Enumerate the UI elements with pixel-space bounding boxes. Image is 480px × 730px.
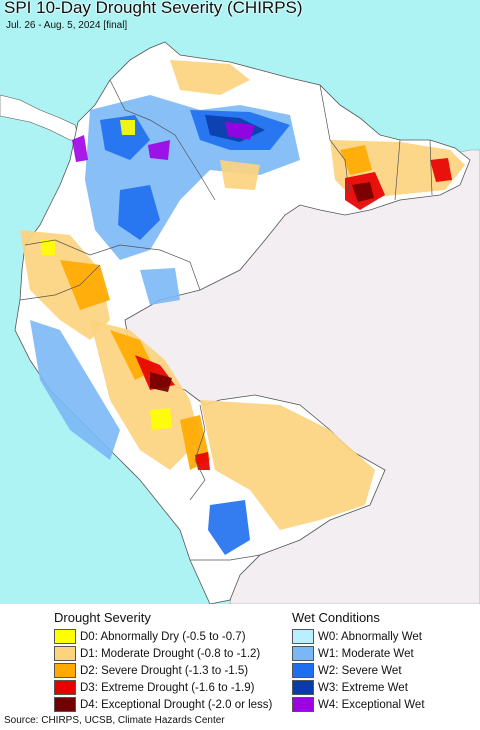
border-guyana-suriname xyxy=(394,139,401,201)
legend-swatch xyxy=(54,646,76,661)
legend-swatch xyxy=(292,663,314,678)
border-colombia-peru xyxy=(119,244,201,291)
drought-area-d1 xyxy=(220,160,260,190)
drought-area-d2 xyxy=(340,145,372,175)
legend-swatch xyxy=(54,663,76,678)
legend-label: D3: Extreme Drought (-1.6 to -1.9) xyxy=(80,681,255,694)
wet-area-w2 xyxy=(208,500,250,555)
drought-map: SPI 10-Day Drought Severity (CHIRPS) Jul… xyxy=(0,0,480,604)
legend-swatch xyxy=(292,680,314,695)
legend-swatch xyxy=(292,629,314,644)
border-venezuela-guyana xyxy=(319,84,351,201)
drought-legend-heading: Drought Severity xyxy=(54,610,151,625)
drought-areas xyxy=(20,60,465,530)
legend-label: W1: Moderate Wet xyxy=(318,647,414,660)
legend-swatch xyxy=(292,697,314,712)
legend-label: W4: Exceptional Wet xyxy=(318,698,425,711)
legend-swatch xyxy=(54,697,76,712)
map-title: SPI 10-Day Drought Severity (CHIRPS) xyxy=(4,0,303,17)
drought-area-d3 xyxy=(195,452,210,470)
legend-item-d2: D2: Severe Drought (-1.3 to -1.5) xyxy=(54,662,248,679)
drought-area-d0 xyxy=(40,240,55,255)
wet-area-w4 xyxy=(148,140,170,160)
legend-item-w1: W1: Moderate Wet xyxy=(292,645,414,662)
wet-areas xyxy=(30,95,300,555)
legend-item-w4: W4: Exceptional Wet xyxy=(292,696,425,713)
border-ecuador-peru xyxy=(19,264,101,301)
legend-swatch xyxy=(292,646,314,661)
legend-item-w3: W3: Extreme Wet xyxy=(292,679,408,696)
legend-label: W3: Extreme Wet xyxy=(318,681,408,694)
legend-label: D0: Abnormally Dry (-0.5 to -0.7) xyxy=(80,630,246,643)
legend-swatch xyxy=(54,680,76,695)
legend: Drought Severity Wet Conditions D0: Abno… xyxy=(0,604,480,716)
legend-label: D1: Moderate Drought (-0.8 to -1.2) xyxy=(80,647,261,660)
legend-item-w0: W0: Abnormally Wet xyxy=(292,628,422,645)
drought-area-d1 xyxy=(170,60,250,95)
legend-item-d3: D3: Extreme Drought (-1.6 to -1.9) xyxy=(54,679,254,696)
drought-area-d4 xyxy=(352,182,374,202)
border-colombia-ecuador xyxy=(24,239,121,256)
drought-area-d0 xyxy=(120,120,135,135)
map-subtitle: Jul. 26 - Aug. 5, 2024 [final] xyxy=(6,20,128,31)
drought-area-d1 xyxy=(200,400,375,530)
legend-swatch xyxy=(54,629,76,644)
wet-area-w2 xyxy=(100,115,150,160)
legend-item-w2: W2: Severe Wet xyxy=(292,662,402,679)
legend-item-d0: D0: Abnormally Dry (-0.5 to -0.7) xyxy=(54,628,246,645)
legend-label: D2: Severe Drought (-1.3 to -1.5) xyxy=(80,664,249,677)
wet-area-w4 xyxy=(225,122,255,140)
drought-area-d0 xyxy=(150,408,172,430)
legend-label: D4: Exceptional Drought (-2.0 or less) xyxy=(80,698,273,711)
wet-area-w1 xyxy=(140,268,180,305)
border-colombia-venezuela xyxy=(109,79,216,201)
border-peru-bolivia xyxy=(189,404,206,501)
wet-area-w1 xyxy=(30,320,120,460)
source-credit: Source: CHIRPS, UCSB, Climate Hazards Ce… xyxy=(4,715,225,726)
wet-legend-heading: Wet Conditions xyxy=(292,610,380,625)
border-bolivia-south xyxy=(190,554,261,561)
legend-label: W0: Abnormally Wet xyxy=(318,630,422,643)
drought-area-d1 xyxy=(90,320,200,470)
drought-area-d1 xyxy=(20,230,110,340)
drought-area-d4 xyxy=(150,372,172,392)
drought-area-d3 xyxy=(430,158,452,182)
legend-label: W2: Severe Wet xyxy=(318,664,402,677)
wet-area-w2 xyxy=(118,185,160,240)
map-canvas xyxy=(0,0,480,604)
drought-area-d2 xyxy=(60,260,110,310)
country-borders xyxy=(19,79,433,561)
legend-item-d4: D4: Exceptional Drought (-2.0 or less) xyxy=(54,696,272,713)
wet-area-w4 xyxy=(72,135,88,162)
border-suriname-fguiana xyxy=(429,139,433,196)
legend-item-d1: D1: Moderate Drought (-0.8 to -1.2) xyxy=(54,645,260,662)
